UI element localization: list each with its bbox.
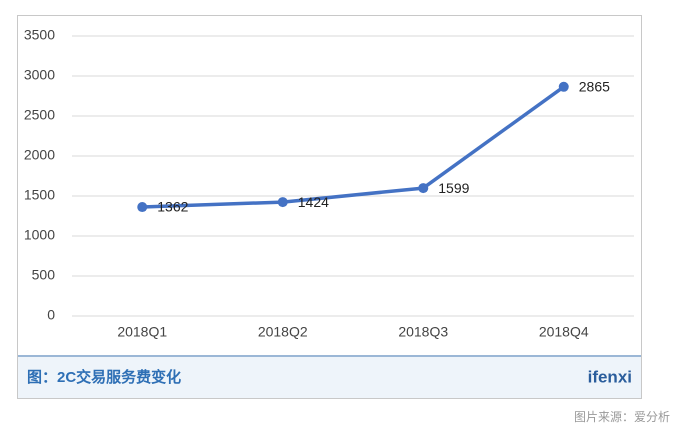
point bbox=[558, 81, 569, 92]
line bbox=[142, 85, 565, 209]
y-tick-label: 1500 bbox=[24, 187, 55, 203]
x-tick-label: 2018Q1 bbox=[117, 324, 167, 340]
logo: ifenxi bbox=[588, 367, 632, 386]
point bbox=[418, 183, 429, 194]
y-tick-label: 500 bbox=[32, 267, 56, 283]
y-tick-label: 3000 bbox=[24, 67, 55, 83]
caption-bar bbox=[18, 356, 641, 398]
point bbox=[137, 202, 148, 213]
y-tick-label: 2000 bbox=[24, 147, 55, 163]
frame bbox=[17, 15, 642, 399]
source: 图片来源：爱分析 bbox=[574, 410, 670, 424]
x-tick-label: 2018Q4 bbox=[539, 324, 589, 340]
data-label: 2865 bbox=[579, 79, 610, 95]
plot: 0 500 1000 1500 2000 2500 3000 3500 2018Q1 2018Q2… bbox=[24, 27, 634, 340]
caption: 图：2C交易服务费变化 bbox=[27, 368, 181, 386]
point bbox=[277, 197, 288, 208]
y-tick-label: 0 bbox=[47, 307, 55, 323]
y-tick-label: 1000 bbox=[24, 227, 55, 243]
y-tick-label: 2500 bbox=[24, 107, 55, 123]
data-label: 1362 bbox=[157, 199, 188, 215]
x-tick-label: 2018Q3 bbox=[398, 324, 448, 340]
data-label: 1599 bbox=[438, 180, 469, 196]
y-tick-label: 3500 bbox=[24, 27, 55, 43]
data-label: 1424 bbox=[298, 194, 329, 210]
x-tick-label: 2018Q2 bbox=[258, 324, 308, 340]
